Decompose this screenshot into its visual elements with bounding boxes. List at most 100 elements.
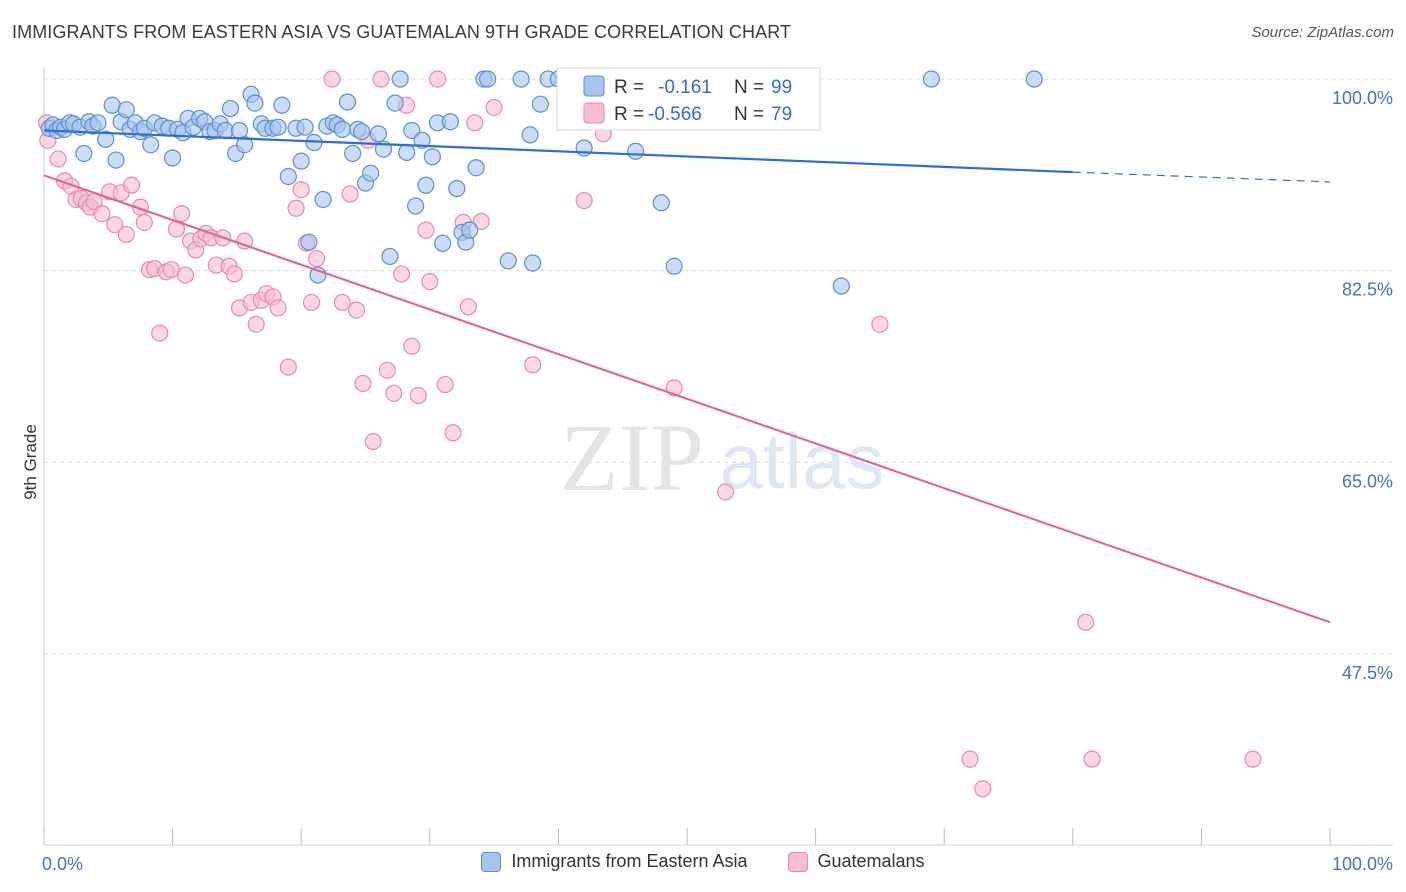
eastern-asia-point-69 xyxy=(391,70,409,88)
eastern-asia-point-62 xyxy=(353,122,371,141)
guatemalans-point-64 xyxy=(421,273,439,291)
eastern-asia-point-87 xyxy=(512,70,530,88)
guatemalans-trend-line xyxy=(43,174,1331,624)
bottom-legend: Immigrants from Eastern Asia Guatemalans xyxy=(0,851,1406,872)
guatemalans-point-71 xyxy=(472,212,490,230)
guatemalans-point-38 xyxy=(247,315,265,333)
eastern-asia-point-101 xyxy=(1025,70,1043,88)
guatemalans-point-77 xyxy=(716,483,735,501)
eastern-asia-point-50 xyxy=(296,118,314,136)
guatemalans-point-14 xyxy=(117,225,135,244)
eastern-asia-point-41 xyxy=(246,94,264,112)
legend-item-eastern-asia[interactable]: Immigrants from Eastern Asia xyxy=(481,851,748,872)
guatemalans-point-2 xyxy=(49,150,67,168)
guatemalans-point-49 xyxy=(323,70,341,88)
eastern-asia-point-88 xyxy=(521,126,539,144)
guatemalans-point-42 xyxy=(269,299,287,317)
legend-label-eastern-asia: Immigrants from Eastern Asia xyxy=(511,851,748,871)
guatemalans-point-50 xyxy=(333,293,351,312)
eastern-asia-point-86 xyxy=(499,252,517,270)
eastern-asia-point-85 xyxy=(479,70,497,88)
eastern-asia-point-67 xyxy=(381,247,399,266)
guatemalans-point-52 xyxy=(347,301,366,319)
legend-box-n-value-pink: 79 xyxy=(771,104,792,125)
guatemalans-point-67 xyxy=(444,424,462,442)
guatemalans-point-10 xyxy=(93,205,111,223)
guatemalans-point-36 xyxy=(236,232,254,250)
guatemalans-point-63 xyxy=(417,221,435,239)
guatemalans-point-83 xyxy=(1244,750,1262,768)
legend-box-r-label-pink: R = xyxy=(614,104,644,125)
y-tick-label-1: 82.5% xyxy=(1342,280,1393,300)
chart-source: Source: ZipAtlas.com xyxy=(1251,24,1394,41)
tick-labels: 100.0% 82.5% 65.0% 47.5% 0.0% 100.0% xyxy=(42,88,1393,874)
eastern-asia-point-68 xyxy=(386,94,404,112)
guatemalans-point-65 xyxy=(428,70,447,88)
eastern-asia-point-100 xyxy=(922,70,940,88)
eastern-asia-point-64 xyxy=(362,164,380,182)
guatemalans-point-34 xyxy=(225,265,243,283)
eastern-asia-point-11 xyxy=(89,114,107,132)
eastern-asia-point-59 xyxy=(338,93,357,111)
guatemalans-point-72 xyxy=(485,98,503,117)
legend-box-r-value-pink: -0.566 xyxy=(648,104,702,125)
legend-box-n-label-blue: N = xyxy=(734,77,764,98)
eastern-asia-point-12 xyxy=(97,130,115,148)
eastern-asia-trend-extension xyxy=(1072,171,1331,183)
watermark-zip: ZIP xyxy=(560,404,704,511)
guatemalans-point-53 xyxy=(354,374,372,393)
legend-box-r-value-blue: -0.161 xyxy=(658,77,712,98)
y-axis-label: 9th Grade xyxy=(21,424,40,500)
guatemalans-point-78 xyxy=(871,315,889,333)
eastern-asia-point-8 xyxy=(75,144,93,163)
guatemalans-point-17 xyxy=(135,213,153,232)
eastern-asia-point-83 xyxy=(467,159,485,177)
legend-swatch-eastern-asia xyxy=(481,851,502,872)
guatemalans-point-51 xyxy=(341,185,359,203)
guatemalans-point-82 xyxy=(1083,750,1101,768)
eastern-asia-point-36 xyxy=(221,99,240,118)
guatemalans-point-44 xyxy=(287,199,305,217)
eastern-asia-point-14 xyxy=(107,151,125,169)
trend-lines xyxy=(43,129,1331,624)
legend-box-swatch-blue xyxy=(583,75,605,97)
guatemalans-point-55 xyxy=(364,432,382,451)
legend-swatch-guatemalans xyxy=(787,851,808,872)
eastern-asia-point-97 xyxy=(665,257,683,275)
guatemalans-point-61 xyxy=(403,337,421,355)
guatemalans-point-15 xyxy=(122,176,141,194)
guatemalans-point-47 xyxy=(302,293,321,312)
guatemalans-point-43 xyxy=(279,358,297,376)
eastern-asia-point-49 xyxy=(292,152,310,170)
y-tick-label-2: 65.0% xyxy=(1342,471,1393,491)
guatemalans-point-62 xyxy=(409,386,427,405)
legend-label-guatemalans: Guatemalans xyxy=(817,851,925,871)
guatemalans-point-45 xyxy=(292,181,310,199)
legend-box-r-label-blue: R = xyxy=(614,77,644,98)
eastern-asia-point-46 xyxy=(273,96,291,114)
eastern-asia-point-70 xyxy=(398,143,416,161)
eastern-asia-point-47 xyxy=(279,167,297,186)
guatemalans-point-58 xyxy=(385,384,403,402)
x-tick-label-1: 100.0% xyxy=(1332,854,1393,874)
eastern-asia-point-72 xyxy=(407,197,425,215)
eastern-asia-point-74 xyxy=(417,176,435,194)
watermark: ZIP atlas xyxy=(560,404,884,511)
guatemalans-point-73 xyxy=(524,356,542,374)
eastern-asia-point-38 xyxy=(230,121,249,140)
eastern-asia-point-99 xyxy=(832,277,850,295)
eastern-asia-point-79 xyxy=(448,179,466,198)
guatemalans-point-59 xyxy=(392,265,411,283)
eastern-asia-point-90 xyxy=(531,95,549,113)
x-tick-label-0: 0.0% xyxy=(42,854,83,874)
legend-box-swatch-pink xyxy=(583,102,605,124)
eastern-asia-point-82 xyxy=(461,221,479,239)
axes xyxy=(43,68,1393,846)
y-tick-label-3: 47.5% xyxy=(1342,663,1393,683)
eastern-asia-point-95 xyxy=(626,142,645,160)
eastern-asia-point-65 xyxy=(369,125,387,143)
guatemalans-point-74 xyxy=(575,191,593,210)
legend-item-guatemalans[interactable]: Guatemalans xyxy=(787,851,925,872)
guatemalans-point-48 xyxy=(308,250,326,268)
